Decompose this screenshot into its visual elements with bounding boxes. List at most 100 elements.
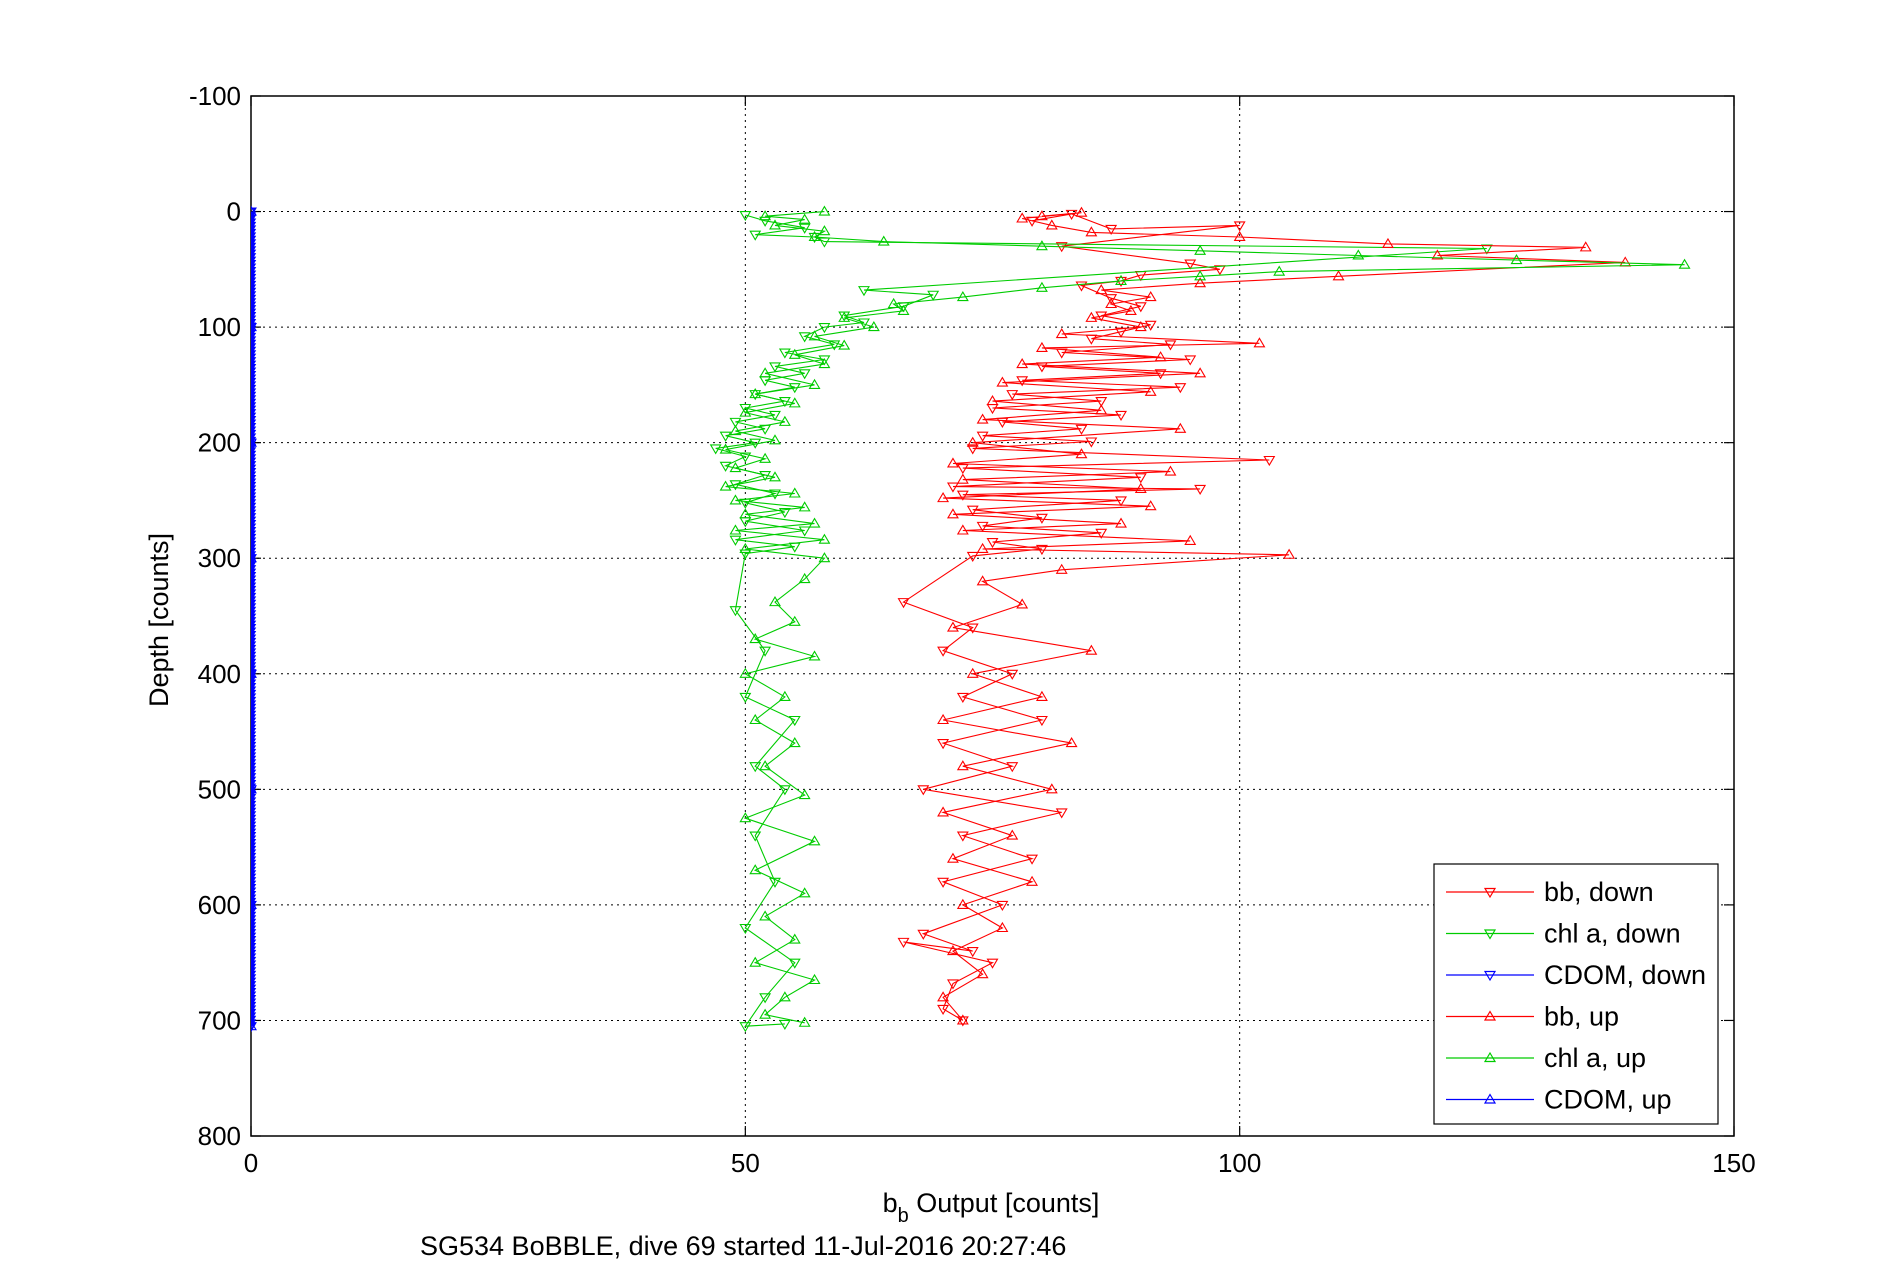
data-point <box>729 417 742 428</box>
cdom-column <box>251 208 257 1032</box>
data-point <box>729 494 742 505</box>
data-point <box>1431 249 1444 260</box>
data-point <box>251 1022 257 1032</box>
data-point <box>739 1022 752 1033</box>
data-point <box>976 542 989 554</box>
series-line <box>725 211 1685 1024</box>
data-point <box>946 852 959 863</box>
data-point <box>1045 219 1058 230</box>
data-point <box>719 480 732 491</box>
data-point <box>1480 244 1493 255</box>
data-point <box>1105 297 1118 309</box>
data-point <box>759 910 772 921</box>
data-point <box>739 692 752 703</box>
data-point <box>956 831 969 842</box>
legend-marker <box>1483 887 1497 899</box>
data-point <box>917 929 930 940</box>
x-tick-label: 100 <box>1218 1148 1261 1178</box>
y-tick-label: 300 <box>198 543 241 573</box>
data-point <box>739 403 752 415</box>
data-point <box>798 526 811 537</box>
data-point <box>1095 528 1108 539</box>
data-point <box>749 388 762 399</box>
data-point <box>769 410 781 422</box>
data-point <box>798 369 811 380</box>
data-point <box>1035 341 1048 352</box>
data-point <box>818 225 831 236</box>
data-point <box>1055 563 1068 574</box>
data-point <box>739 210 752 222</box>
data-point <box>788 397 801 408</box>
data-point <box>966 505 979 516</box>
data-point <box>937 877 950 888</box>
data-point <box>897 304 910 315</box>
data-point <box>1233 230 1246 242</box>
data-point <box>1134 473 1147 484</box>
data-point <box>739 452 752 463</box>
data-point <box>1035 690 1048 701</box>
y-tick-label: 400 <box>198 659 241 689</box>
data-point <box>749 633 762 644</box>
caption: SG534 BoBBLE, dive 69 started 11-Jul-201… <box>420 1231 1066 1261</box>
data-point <box>739 812 752 823</box>
x-axis-label-rest: Output [counts] <box>909 1188 1100 1218</box>
data-point <box>996 900 1009 911</box>
data-point <box>867 321 880 332</box>
data-point <box>719 443 732 454</box>
data-point <box>986 537 999 549</box>
data-point <box>1035 240 1048 251</box>
data-point <box>798 332 811 343</box>
data-point <box>759 367 772 378</box>
data-point <box>937 739 950 750</box>
data-point <box>1194 367 1207 378</box>
data-point <box>818 533 831 544</box>
data-point <box>838 311 851 322</box>
data-point <box>769 219 781 230</box>
data-point <box>986 394 999 406</box>
legend-marker <box>1483 970 1497 982</box>
data-point <box>798 572 811 584</box>
data-point <box>729 462 742 473</box>
data-point <box>996 921 1009 933</box>
y-tick-label: -100 <box>189 81 241 111</box>
data-point <box>937 1004 950 1015</box>
data-point <box>1095 284 1108 295</box>
legend-label: bb, up <box>1544 1002 1619 1032</box>
data-point <box>778 1019 791 1030</box>
data-point <box>1006 390 1019 401</box>
data-point <box>818 205 831 216</box>
data-point <box>1035 715 1048 727</box>
data-point <box>798 501 811 512</box>
legend-entry: chl a, down <box>1446 919 1681 949</box>
data-point <box>759 646 772 657</box>
data-point <box>1055 327 1068 339</box>
data-point <box>788 737 801 748</box>
data-point <box>956 760 969 771</box>
data-point <box>798 789 811 800</box>
data-point <box>808 517 821 528</box>
data-point <box>749 762 762 773</box>
data-point <box>1026 854 1039 865</box>
data-point <box>788 715 801 727</box>
data-point <box>976 413 989 424</box>
data-point <box>1035 210 1048 221</box>
data-point <box>946 508 959 519</box>
grid <box>251 96 1734 1136</box>
y-tick-label: 500 <box>198 774 241 804</box>
data-point <box>1016 358 1029 369</box>
data-point <box>759 452 772 463</box>
data-point <box>1085 644 1098 655</box>
data-point <box>956 290 969 302</box>
data-series <box>251 205 1691 1033</box>
data-point <box>966 551 979 562</box>
data-point <box>1026 875 1039 886</box>
legend-entry: chl a, up <box>1446 1043 1646 1073</box>
data-point <box>729 606 742 617</box>
series-chl-a-up <box>719 205 1691 1027</box>
data-point <box>818 355 831 366</box>
legend-entry: bb, up <box>1446 1002 1619 1032</box>
data-point <box>1174 383 1187 394</box>
data-point <box>788 487 801 498</box>
data-point <box>1045 783 1058 794</box>
data-point <box>828 340 841 351</box>
